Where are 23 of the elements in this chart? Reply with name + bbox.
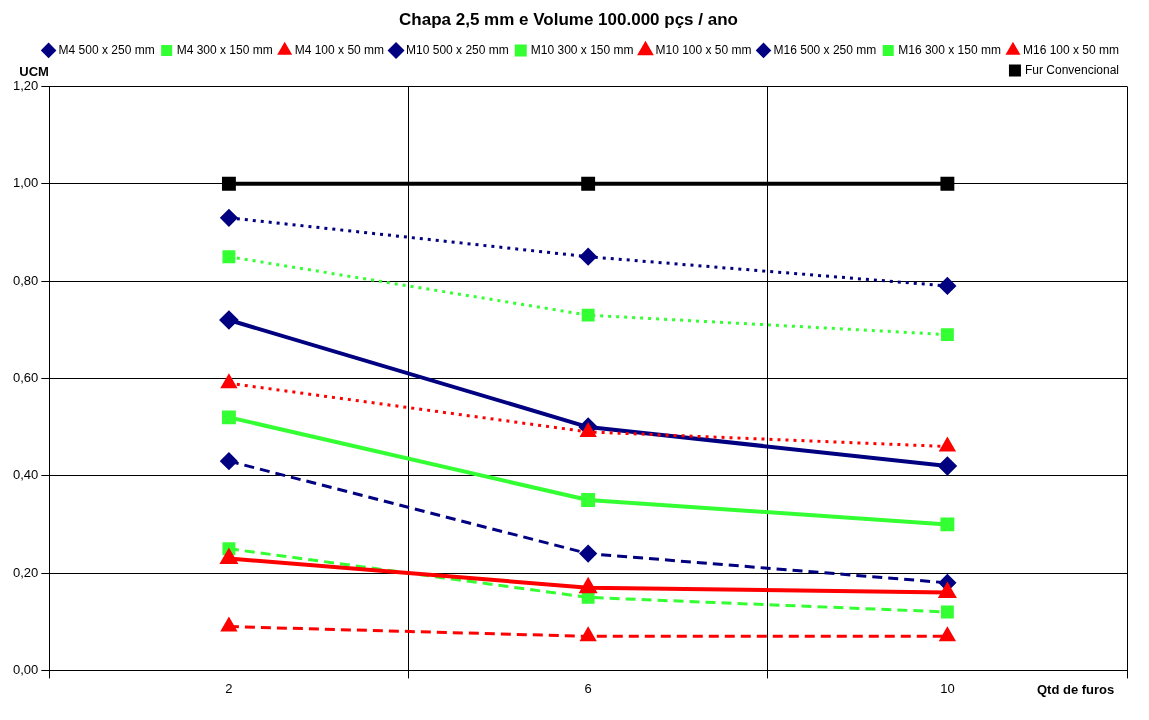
x-tick-label: 2 (225, 680, 233, 696)
y-tick-label: 0,80 (12, 272, 39, 288)
y-tick-label: 0,60 (12, 369, 39, 385)
legend-label: M16 100 x 50 mm (1022, 42, 1120, 57)
x-tick-label: 10 (940, 680, 955, 696)
legend-label: M10 300 x 150 mm (530, 42, 634, 57)
legend-label: M16 500 x 250 mm (773, 42, 877, 57)
legend-label: M4 500 x 250 mm (58, 42, 155, 57)
legend-label: Fur Convencional (1024, 62, 1120, 77)
legend-label: M10 100 x 50 mm (655, 42, 752, 57)
y-tick-label: 0,00 (12, 661, 39, 677)
y-tick-label: 1,20 (12, 77, 39, 93)
legend-label: M10 500 x 250 mm (406, 42, 509, 57)
x-axis-title: Qtd de furos (1037, 682, 1115, 698)
y-axis-title: UCM (19, 64, 49, 80)
legend-label: M16 300 x 150 mm (898, 42, 1001, 57)
x-tick-label: 6 (584, 680, 592, 696)
y-tick-label: 0,20 (12, 564, 39, 580)
y-tick-label: 1,00 (12, 175, 39, 191)
y-tick-label: 0,40 (12, 467, 39, 483)
chart-title: Chapa 2,5 mm e Volume 100.000 pçs / ano (399, 9, 738, 29)
legend-label: M4 100 x 50 mm (294, 42, 385, 57)
legend-label: M4 300 x 150 mm (176, 42, 273, 57)
